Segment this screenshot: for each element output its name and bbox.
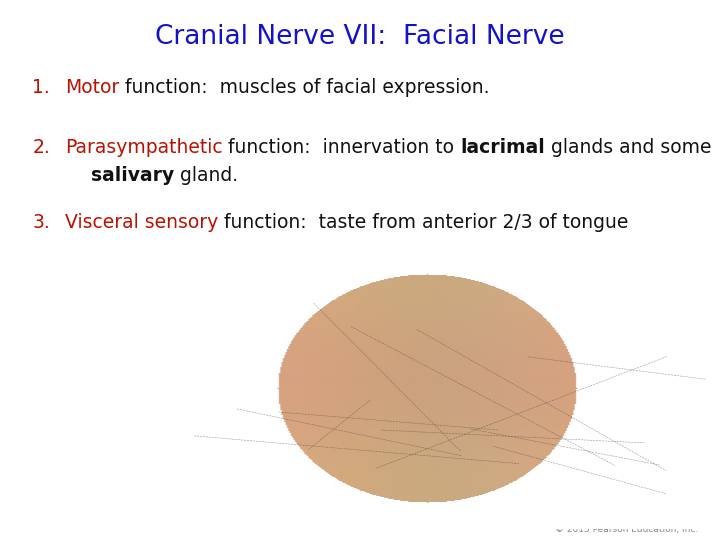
Text: Cranial Nerve VII:  Facial Nerve: Cranial Nerve VII: Facial Nerve bbox=[156, 24, 564, 50]
Text: 1.: 1. bbox=[32, 78, 50, 97]
Text: Motor: Motor bbox=[65, 78, 119, 97]
Text: glands and some: glands and some bbox=[545, 138, 711, 157]
Text: © 2015 Pearson Education, Inc.: © 2015 Pearson Education, Inc. bbox=[555, 524, 698, 534]
Text: 2.: 2. bbox=[32, 138, 50, 157]
Text: function:  taste from anterior 2/3 of tongue: function: taste from anterior 2/3 of ton… bbox=[218, 213, 629, 232]
Text: 20: 20 bbox=[678, 512, 695, 526]
Text: lacrimal: lacrimal bbox=[460, 138, 545, 157]
Text: function:  innervation to: function: innervation to bbox=[222, 138, 460, 157]
Text: Visceral sensory: Visceral sensory bbox=[65, 213, 218, 232]
Text: salivary: salivary bbox=[65, 166, 174, 185]
Text: Parasympathetic: Parasympathetic bbox=[65, 138, 222, 157]
Text: gland.: gland. bbox=[174, 166, 238, 185]
Text: function:  muscles of facial expression.: function: muscles of facial expression. bbox=[119, 78, 490, 97]
Text: 3.: 3. bbox=[32, 213, 50, 232]
